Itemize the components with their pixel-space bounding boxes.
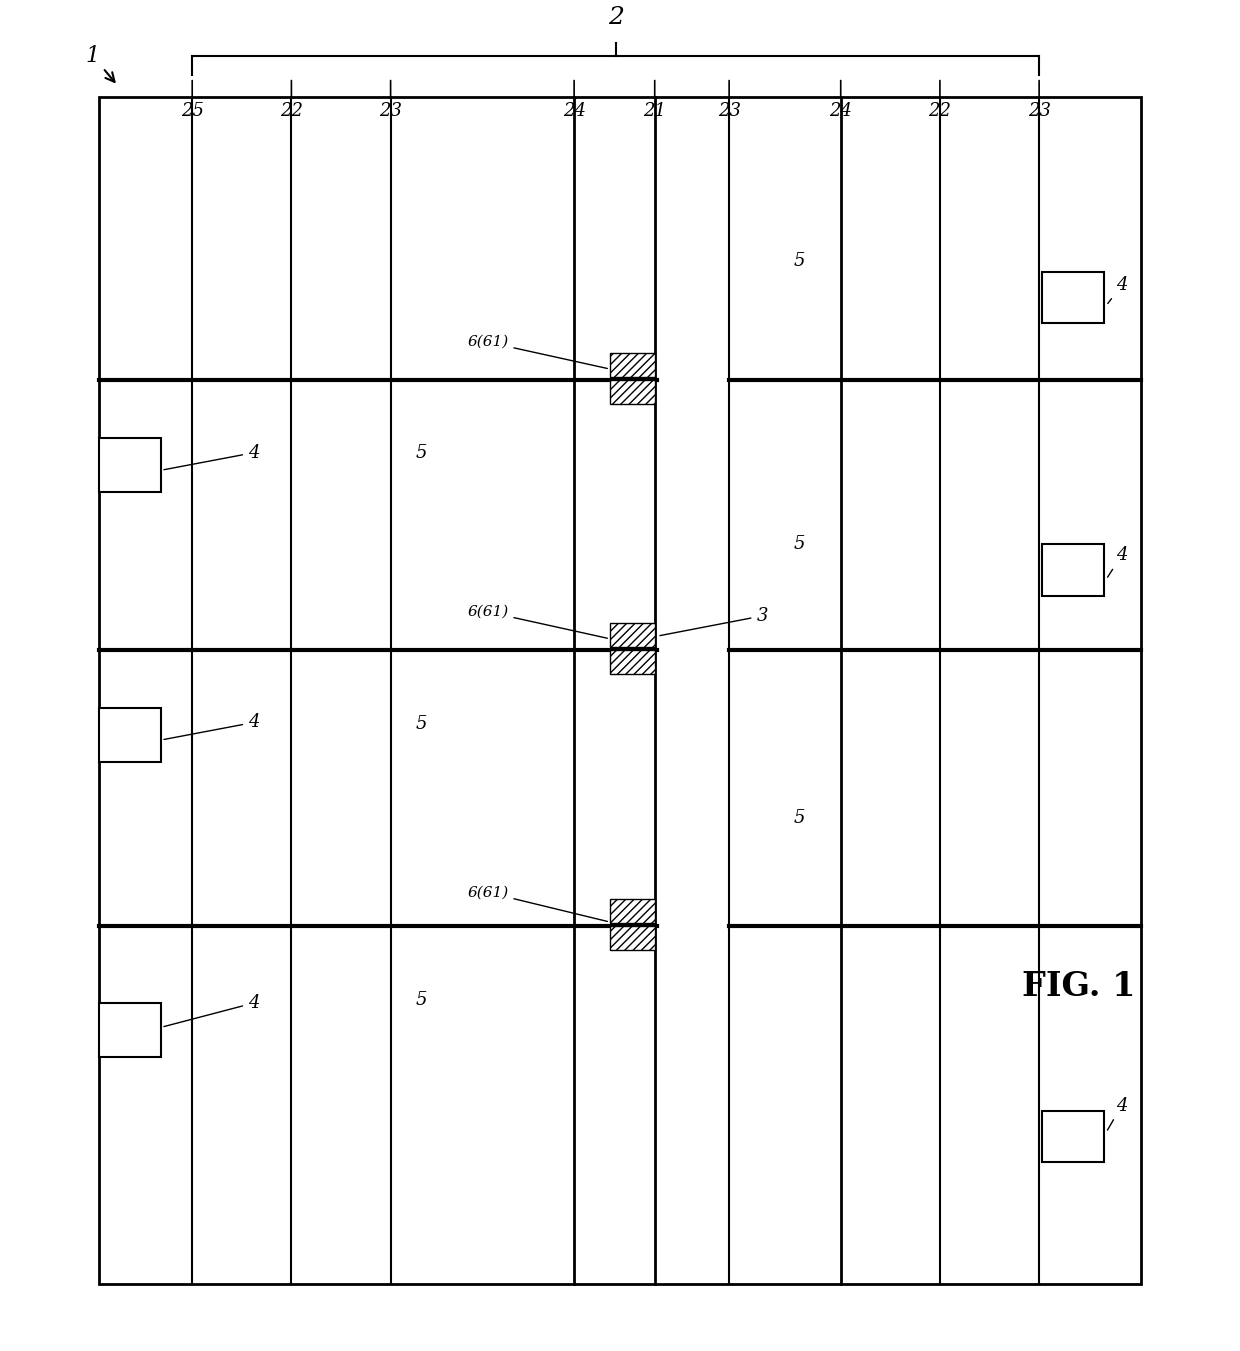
Text: 4: 4 [1107, 546, 1127, 577]
Bar [610, 353, 655, 377]
Text: 6(61): 6(61) [467, 885, 608, 921]
Bar [610, 927, 655, 950]
Text: 5: 5 [415, 443, 428, 462]
Text: 22: 22 [280, 81, 303, 120]
Bar [1042, 544, 1104, 596]
Text: 4: 4 [164, 443, 259, 470]
Text: 6(61): 6(61) [467, 335, 608, 369]
Text: 24: 24 [830, 81, 852, 120]
Text: 5: 5 [415, 715, 428, 732]
Text: 1: 1 [86, 45, 114, 82]
Bar [610, 623, 655, 647]
Bar [610, 380, 655, 404]
Text: 5: 5 [794, 535, 806, 554]
Text: 5: 5 [794, 809, 806, 827]
Text: 3: 3 [660, 607, 768, 635]
Text: 2: 2 [608, 7, 624, 30]
Text: 6(61): 6(61) [467, 605, 608, 638]
Bar [99, 97, 1141, 1283]
Text: 21: 21 [644, 81, 666, 120]
Text: FIG. 1: FIG. 1 [1022, 970, 1136, 1004]
Text: 22: 22 [929, 81, 951, 120]
Bar [610, 900, 655, 924]
Text: 23: 23 [718, 81, 740, 120]
Bar [610, 650, 655, 674]
Text: 23: 23 [379, 81, 402, 120]
Text: 23: 23 [1028, 81, 1050, 120]
Text: 4: 4 [1107, 277, 1127, 304]
Text: 24: 24 [563, 81, 585, 120]
Text: 5: 5 [415, 992, 428, 1009]
Bar [99, 708, 161, 762]
Text: 25: 25 [181, 81, 203, 120]
Bar [1042, 272, 1104, 323]
Text: 4: 4 [164, 994, 259, 1027]
Bar [99, 1002, 161, 1056]
Text: 4: 4 [164, 713, 259, 739]
Bar [99, 438, 161, 492]
Text: 5: 5 [794, 253, 806, 270]
Bar [1042, 1111, 1104, 1162]
Text: 4: 4 [1107, 1097, 1127, 1129]
